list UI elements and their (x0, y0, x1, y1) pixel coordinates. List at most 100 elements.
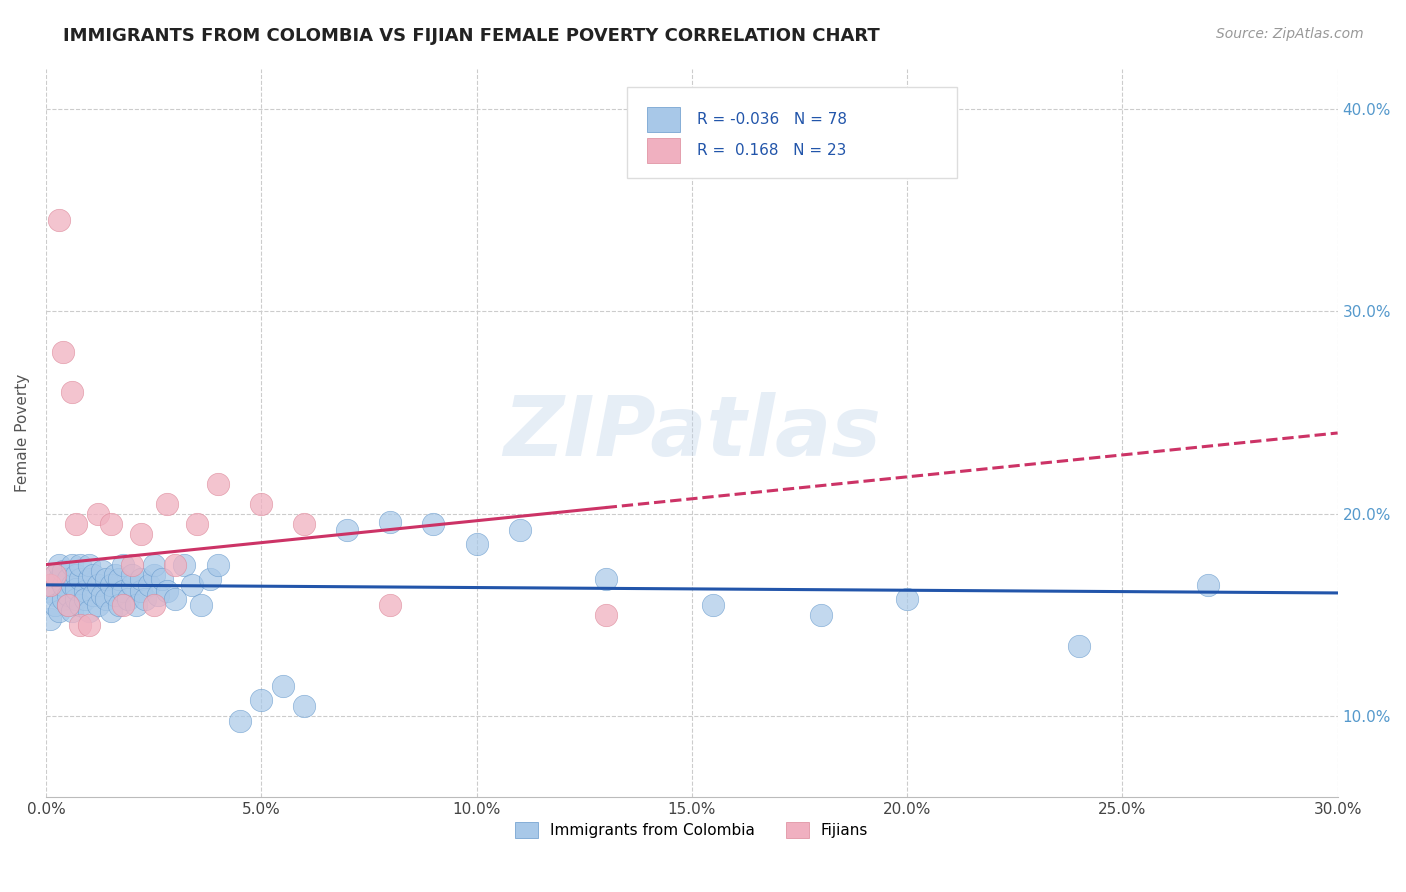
Point (509, 523, 531, 537)
Point (52, 592, 75, 607)
Point (129, 527, 152, 541)
Point (142, 567, 165, 582)
Point (422, 517, 444, 532)
Point (142, 598, 165, 612)
Point (44, 588, 66, 602)
Point (56, 572, 79, 586)
Point (77, 604, 100, 618)
Point (228, 714, 250, 728)
Point (44, 567, 66, 582)
Point (129, 583, 152, 598)
Text: R =  0.168   N = 23: R = 0.168 N = 23 (697, 143, 846, 158)
Point (82, 588, 104, 602)
Point (207, 476, 229, 491)
Point (595, 608, 617, 623)
Point (69, 618, 91, 632)
Point (52, 578, 75, 592)
Point (250, 497, 273, 511)
Point (207, 558, 229, 572)
FancyBboxPatch shape (647, 137, 681, 162)
Point (1069, 639, 1091, 653)
Point (190, 598, 212, 612)
Point (104, 588, 127, 602)
Point (52, 345, 75, 359)
Point (44, 598, 66, 612)
Point (96, 592, 118, 607)
Point (39, 612, 62, 626)
Point (595, 572, 617, 586)
Point (73, 592, 96, 607)
Point (91, 564, 114, 578)
Point (56, 598, 79, 612)
Point (125, 598, 148, 612)
Point (52, 564, 75, 578)
Point (292, 699, 315, 714)
Point (60, 385, 83, 400)
Y-axis label: Female Poverty: Female Poverty (15, 374, 30, 492)
Point (100, 517, 122, 532)
Point (91, 588, 114, 602)
Point (56, 598, 79, 612)
Point (77, 572, 100, 586)
Point (73, 583, 96, 598)
Point (150, 572, 173, 586)
Point (292, 517, 315, 532)
Point (69, 598, 91, 612)
Text: ZIPatlas: ZIPatlas (503, 392, 880, 474)
Point (86, 578, 108, 592)
Point (896, 592, 918, 607)
Text: R = -0.036   N = 78: R = -0.036 N = 78 (697, 112, 846, 127)
Point (146, 588, 169, 602)
Point (104, 567, 127, 582)
Point (48, 604, 70, 618)
Point (702, 598, 724, 612)
Point (86, 598, 108, 612)
Point (336, 523, 359, 537)
Point (65, 567, 87, 582)
Point (380, 515, 402, 529)
Text: IMMIGRANTS FROM COLOMBIA VS FIJIAN FEMALE POVERTY CORRELATION CHART: IMMIGRANTS FROM COLOMBIA VS FIJIAN FEMAL… (63, 27, 880, 45)
Point (48, 572, 70, 586)
Point (173, 558, 195, 572)
Point (112, 598, 135, 612)
Point (138, 578, 160, 592)
Point (155, 497, 177, 511)
Point (380, 598, 402, 612)
Point (186, 517, 208, 532)
Point (48, 558, 70, 572)
Point (165, 558, 187, 572)
Point (96, 572, 118, 586)
FancyBboxPatch shape (627, 87, 956, 178)
Point (65, 582, 87, 596)
Point (65, 592, 87, 607)
Point (108, 572, 131, 586)
Point (165, 592, 187, 607)
Point (82, 567, 104, 582)
Point (810, 608, 832, 623)
Point (60, 558, 83, 572)
Point (100, 578, 122, 592)
Point (198, 572, 221, 586)
Point (60, 604, 83, 618)
FancyBboxPatch shape (647, 107, 681, 132)
Point (117, 592, 139, 607)
Point (1198, 578, 1220, 592)
Point (271, 679, 294, 693)
Point (60, 578, 83, 592)
Point (48, 213, 70, 227)
Point (112, 583, 135, 598)
Text: Source: ZipAtlas.com: Source: ZipAtlas.com (1216, 27, 1364, 41)
Point (250, 693, 273, 707)
Point (69, 558, 91, 572)
Point (121, 558, 143, 572)
Point (56, 588, 79, 602)
Point (155, 583, 177, 598)
Point (86, 507, 108, 521)
Point (44, 567, 66, 582)
Point (108, 598, 131, 612)
Point (121, 578, 143, 592)
Point (39, 578, 62, 592)
Point (121, 567, 143, 582)
Point (181, 578, 204, 592)
Point (112, 558, 135, 572)
